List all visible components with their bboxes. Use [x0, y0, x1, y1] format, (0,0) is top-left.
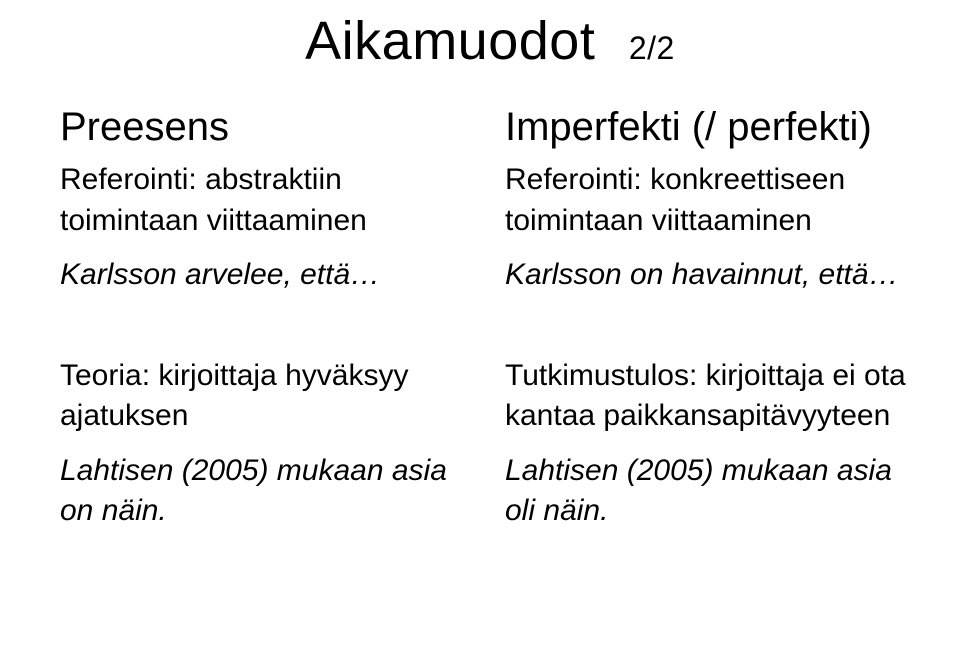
column-left: Preesens Referointi: abstraktiin toimint…	[60, 102, 475, 592]
slide: Aikamuodot 2/2 Preesens Referointi: abst…	[0, 0, 960, 650]
left-top-sub: Referointi: abstraktiin toimintaan viitt…	[60, 160, 475, 241]
left-top-block: Preesens Referointi: abstraktiin toimint…	[60, 102, 475, 296]
title-text: Aikamuodot	[305, 11, 595, 71]
right-top-block: Imperfekti (/ perfekti) Referointi: konk…	[505, 102, 920, 296]
slide-title: Aikamuodot 2/2	[60, 10, 920, 72]
right-top-heading: Imperfekti (/ perfekti)	[505, 102, 920, 152]
page-fraction: 2/2	[629, 30, 675, 66]
left-top-example: Karlsson arvelee, että…	[60, 255, 475, 296]
right-bottom-block: Tutkimustulos: kirjoittaja ei ota kantaa…	[505, 356, 920, 532]
left-bottom-sub: Teoria: kirjoittaja hyväksyy ajatuksen	[60, 356, 475, 437]
right-bottom-example: Lahtisen (2005) mukaan asia oli näin.	[505, 451, 920, 532]
right-bottom-sub: Tutkimustulos: kirjoittaja ei ota kantaa…	[505, 356, 920, 437]
left-bottom-example: Lahtisen (2005) mukaan asia on näin.	[60, 451, 475, 532]
column-right: Imperfekti (/ perfekti) Referointi: konk…	[505, 102, 920, 592]
left-bottom-block: Teoria: kirjoittaja hyväksyy ajatuksen L…	[60, 356, 475, 532]
columns: Preesens Referointi: abstraktiin toimint…	[60, 102, 920, 592]
right-top-example: Karlsson on havainnut, että…	[505, 255, 920, 296]
left-top-heading: Preesens	[60, 102, 475, 152]
right-top-sub: Referointi: konkreettiseen toimintaan vi…	[505, 160, 920, 241]
